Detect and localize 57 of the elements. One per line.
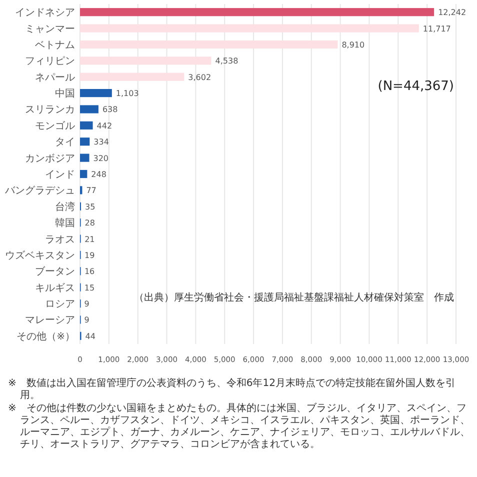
bar: [80, 105, 98, 114]
bar: [80, 40, 338, 49]
y-tick-label: フィリピン: [25, 56, 75, 68]
y-tick-label: インド: [45, 170, 75, 180]
bar: [80, 138, 90, 146]
text: ※ 数値は出入国在留管理庁の公表資料のうち、令和6年12月末時点での特定技能在留外国人数を引用。: [8, 378, 456, 402]
annotation: (N=44,367): [378, 78, 454, 94]
data-label: 8,910: [342, 40, 365, 50]
annotation: （出典）厚生労働省社会・援護局福祉基盤課福祉人材確保対策室 作成: [134, 291, 454, 304]
y-tick-label: ミャンマー: [25, 24, 75, 35]
data-label: 334: [94, 138, 109, 147]
y-tick-label: カンボジア: [25, 153, 75, 164]
data-label: 12,242: [438, 8, 466, 18]
data-label: 44: [85, 332, 96, 341]
bar: [80, 24, 419, 32]
y-tick-label: マレーシア: [25, 315, 75, 326]
y-tick-label: ネパール: [35, 72, 75, 84]
data-label: 28: [84, 218, 95, 228]
y-tick-label: その他（※）: [16, 330, 75, 342]
y-tick-label: ブータン: [35, 266, 75, 278]
data-label: 77: [86, 186, 96, 196]
data-label: 638: [102, 105, 118, 114]
y-tick-label: ウズベキスタン: [5, 249, 75, 262]
y-tick-label: インドネシア: [15, 8, 75, 19]
y-tick-label: ロシア: [45, 299, 75, 310]
data-label: 1,103: [116, 89, 139, 98]
y-tick-label: バングラデシュ: [4, 186, 75, 197]
y-tick-label: タイ: [55, 137, 75, 148]
data-label: 9: [84, 300, 90, 309]
data-label: 35: [85, 202, 96, 212]
y-tick-label: 中国: [55, 88, 75, 100]
bar: [80, 121, 93, 130]
bar: [80, 154, 90, 162]
data-label: 19: [84, 250, 95, 260]
data-label: 4,538: [215, 56, 238, 66]
bar: [80, 89, 112, 98]
y-tick-label: スリランカ: [25, 104, 75, 116]
data-label: 16: [84, 267, 95, 276]
data-label: 442: [96, 121, 112, 130]
data-label: 320: [93, 154, 109, 163]
data-label: 15: [84, 283, 95, 292]
y-tick-label: ラオス: [45, 234, 75, 246]
y-tick-label: 韓国: [55, 217, 75, 230]
y-tick-label: ベトナム: [35, 40, 75, 51]
bar: [80, 8, 434, 16]
bar: [80, 72, 184, 81]
y-tick-label: キルギス: [35, 282, 75, 294]
y-tick-label: モンゴル: [35, 120, 75, 132]
bar: [80, 170, 88, 178]
bar: [80, 56, 212, 65]
data-label: 21: [84, 234, 95, 244]
text: ※ その他は件数の少ない国籍をまとめたもの。具体的には米国、ブラジル、イタリア、スペイン、フランス、ペルー、カザフスタン、ドイツ、メキシコ、イスラエル、パキスタン、英国、ポーランド、ルーマニア、エジプト、ガーナ、カメルーン、ケニア、ナイジェリア、モロッコ、エルサルバドル、チリ、オーストラリア、グアテマラ、コロンビアが含まれている。: [8, 403, 470, 451]
y-tick-label: 台湾: [55, 200, 75, 213]
data-label: 11,717: [422, 24, 451, 34]
data-label: 3,602: [188, 72, 212, 82]
data-label: 248: [91, 170, 106, 179]
data-label: 9: [84, 316, 90, 325]
